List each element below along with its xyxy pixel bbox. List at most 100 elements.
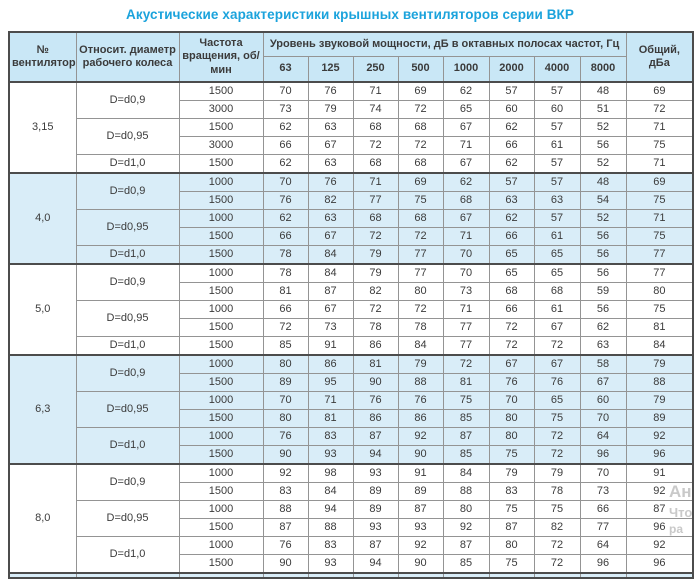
level-cell: 67 — [307, 136, 354, 155]
level-cell: 48 — [579, 81, 627, 101]
header-total-dba: Общий, дБа — [625, 31, 694, 83]
header-octave-500: 500 — [397, 56, 444, 83]
watermark-line-1: Ан — [669, 482, 692, 501]
level-cell: 84 — [397, 336, 444, 356]
level-cell: 72 — [397, 100, 444, 119]
level-cell: 80 — [488, 536, 535, 555]
cutoff-cell — [8, 572, 77, 579]
level-cell: 76 — [488, 373, 535, 392]
level-cell: 73 — [262, 100, 309, 119]
level-cell: 67 — [307, 227, 354, 246]
level-cell: 89 — [352, 482, 399, 501]
fan-number-cell: 6,3 — [8, 354, 77, 465]
level-cell: 80 — [262, 354, 309, 374]
level-cell: 72 — [442, 354, 490, 374]
speed-cell: 1000 — [178, 500, 264, 519]
level-cell: 83 — [307, 536, 354, 555]
table-row: 1500 89 95 90 88 81 76 76 67 88 — [9, 373, 694, 392]
header-sound-power-group: Уровень звуковой мощности, дБ в октавных… — [262, 31, 627, 57]
level-cell: 76 — [262, 427, 309, 446]
total-cell: 92 — [625, 536, 694, 555]
level-cell: 65 — [488, 245, 535, 265]
diameter-cell: D=d0,95 — [75, 300, 180, 337]
diameter-cell: D=d0,9 — [75, 354, 180, 392]
level-cell: 67 — [307, 300, 354, 319]
level-cell: 73 — [579, 482, 627, 501]
watermark-line-3: ра — [669, 522, 684, 537]
level-cell: 77 — [442, 336, 490, 356]
level-cell: 96 — [579, 554, 627, 574]
level-cell: 88 — [442, 482, 490, 501]
level-cell: 67 — [442, 118, 490, 137]
level-cell: 75 — [533, 409, 581, 428]
total-cell: 96 — [625, 554, 694, 574]
diameter-cell: D=d0,9 — [75, 81, 180, 119]
level-cell: 84 — [307, 263, 354, 283]
total-cell: 80 — [625, 282, 694, 301]
level-cell: 77 — [352, 191, 399, 210]
total-cell: 96 — [625, 518, 694, 537]
level-cell: 75 — [397, 191, 444, 210]
table-row: 1500 83 84 89 89 88 83 78 73 92 — [9, 482, 694, 501]
level-cell: 70 — [262, 172, 309, 192]
level-cell: 93 — [307, 445, 354, 465]
level-cell: 52 — [579, 154, 627, 174]
level-cell: 67 — [579, 373, 627, 392]
level-cell: 75 — [488, 554, 535, 574]
level-cell: 71 — [352, 172, 399, 192]
level-cell: 82 — [533, 518, 581, 537]
total-cell: 89 — [625, 409, 694, 428]
level-cell: 75 — [488, 445, 535, 465]
level-cell: 61 — [533, 227, 581, 246]
level-cell: 94 — [307, 500, 354, 519]
total-cell: 91 — [625, 463, 694, 483]
level-cell: 76 — [262, 191, 309, 210]
level-cell: 76 — [307, 172, 354, 192]
level-cell: 79 — [533, 463, 581, 483]
table-row: 1500 72 73 78 78 77 72 67 62 81 — [9, 318, 694, 337]
level-cell: 87 — [442, 427, 490, 446]
level-cell: 62 — [488, 209, 535, 228]
level-cell: 93 — [352, 463, 399, 483]
acoustic-characteristics-table: № вентилятора Относит. диаметр рабочего … — [8, 31, 695, 579]
diameter-cell: D=d0,9 — [75, 263, 180, 301]
table-body: 3,15 D=d0,9 1500 70 76 71 69 62 57 57 48 69 3000 73 79… — [8, 81, 694, 579]
speed-cell: 3000 — [178, 136, 264, 155]
table-row: 8,0 D=d0,9 1000 92 98 93 91 84 79 79 70 91 — [8, 463, 694, 574]
level-cell: 75 — [533, 500, 581, 519]
level-cell: 70 — [488, 391, 535, 410]
level-cell: 87 — [488, 518, 535, 537]
level-cell: 68 — [397, 154, 444, 174]
level-cell: 87 — [352, 536, 399, 555]
cutoff-cell — [579, 572, 627, 579]
level-cell: 93 — [352, 518, 399, 537]
level-cell: 68 — [397, 209, 444, 228]
level-cell: 68 — [533, 282, 581, 301]
speed-cell: 1500 — [178, 482, 264, 501]
level-cell: 62 — [442, 81, 490, 101]
level-cell: 63 — [533, 191, 581, 210]
level-cell: 70 — [579, 409, 627, 428]
level-cell: 84 — [442, 463, 490, 483]
header-relative-diameter: Относит. диаметр рабочего колеса — [75, 31, 180, 83]
level-cell: 78 — [533, 482, 581, 501]
cutoff-cell — [307, 572, 354, 579]
speed-cell: 1000 — [178, 354, 264, 374]
level-cell: 76 — [307, 81, 354, 101]
speed-cell: 1000 — [178, 391, 264, 410]
level-cell: 76 — [397, 391, 444, 410]
table-row: 1500 87 88 93 93 92 87 82 77 96 — [9, 518, 694, 537]
level-cell: 72 — [533, 445, 581, 465]
level-cell: 76 — [262, 536, 309, 555]
level-cell: 57 — [533, 209, 581, 228]
table-row: D=d0,95 1000 62 63 68 68 67 62 57 52 71 — [9, 209, 694, 246]
level-cell: 66 — [262, 227, 309, 246]
table-row: 3000 66 67 72 72 71 66 61 56 75 — [9, 136, 694, 155]
level-cell: 70 — [262, 391, 309, 410]
table-row: 3,15 D=d0,9 1500 70 76 71 69 62 57 57 48 69 — [8, 81, 694, 174]
total-cell: 79 — [625, 391, 694, 410]
level-cell: 62 — [579, 318, 627, 337]
level-cell: 77 — [397, 263, 444, 283]
header-octave-63: 63 — [262, 56, 309, 83]
cutoff-cell — [262, 572, 309, 579]
